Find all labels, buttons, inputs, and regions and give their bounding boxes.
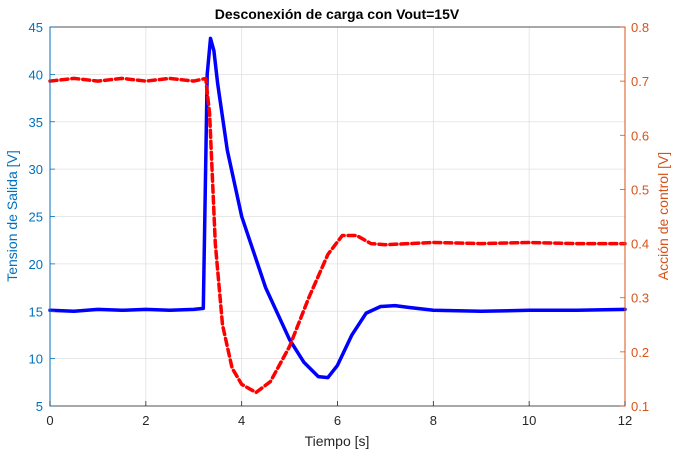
y-tick-label-right: 0.3: [631, 291, 649, 306]
x-tick-label: 6: [334, 413, 341, 428]
y-tick-label-left: 15: [29, 304, 43, 319]
x-axis-label: Tiempo [s]: [305, 433, 370, 449]
series-layer: [48, 36, 627, 395]
y-tick-label-left: 40: [29, 67, 43, 82]
x-tick-label: 10: [522, 413, 536, 428]
y-tick-label-right: 0.4: [631, 237, 649, 252]
x-tick-label: 12: [618, 413, 632, 428]
y-tick-label-left: 25: [29, 210, 43, 225]
y-tick-label-right: 0.6: [631, 128, 649, 143]
y-tick-label-right: 0.8: [631, 20, 649, 35]
y-tick-label-right: 0.7: [631, 74, 649, 89]
y-axis-label-right: Acción de control [V]: [655, 152, 671, 280]
y-tick-label-left: 20: [29, 257, 43, 272]
x-tick-label: 4: [238, 413, 245, 428]
y-tick-label-right: 0.1: [631, 399, 649, 414]
y-tick-label-left: 45: [29, 20, 43, 35]
x-tick-label: 2: [142, 413, 149, 428]
y-tick-label-left: 10: [29, 352, 43, 367]
x-tick-label: 0: [46, 413, 53, 428]
y-tick-label-right: 0.2: [631, 345, 649, 360]
grid-lines: [50, 27, 625, 406]
y-tick-label-right: 0.5: [631, 182, 649, 197]
y-tick-label-left: 35: [29, 115, 43, 130]
chart-title: Desconexión de carga con Vout=15V: [215, 6, 460, 22]
y-tick-label-left: 30: [29, 162, 43, 177]
tick-layer: 0 2 4 6 8 10 12 5 10 15 20 25 30 35 40 45 0.1 0.2 0.3 0.4 0.…: [29, 20, 650, 428]
y-axis-label-left: Tension de Salida [V]: [4, 150, 20, 282]
series-line-tension-salida: [48, 36, 627, 380]
x-tick-label: 8: [430, 413, 437, 428]
y-tick-label-left: 5: [36, 399, 43, 414]
series-line-accion-control: [48, 76, 627, 395]
